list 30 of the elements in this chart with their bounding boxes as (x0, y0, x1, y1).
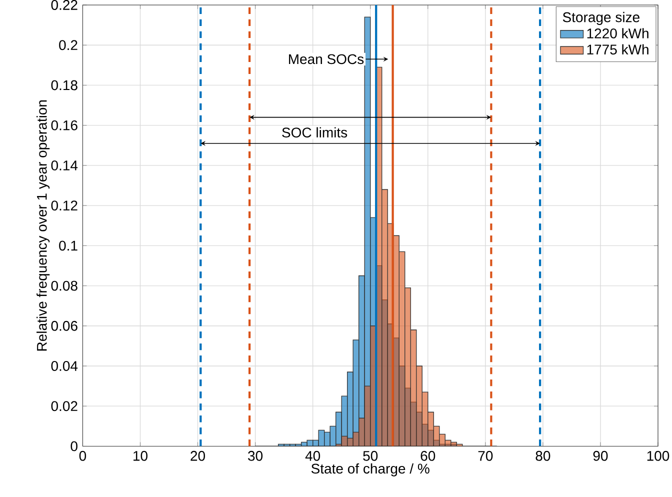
y-tick-label: 0.18 (51, 80, 78, 90)
x-axis-title: State of charge / % (311, 463, 430, 476)
y-tick-label: 0.06 (51, 320, 78, 331)
y-tick-label: 0.04 (51, 360, 78, 371)
x-tick-label: 60 (420, 450, 436, 461)
y-tick-label: 0.2 (59, 40, 78, 50)
x-tick-label: 90 (593, 450, 608, 461)
annotation: SOC limits (282, 127, 348, 138)
x-tick-label: 10 (134, 450, 148, 461)
x-tick-label: 30 (248, 450, 263, 461)
y-tick-label: 0.16 (51, 120, 78, 130)
legend-label: 1775 kWh (587, 44, 648, 54)
y-tick-label: 0.08 (51, 280, 78, 291)
y-tick-label: 0 (70, 441, 78, 452)
x-tick-label: 40 (305, 450, 320, 461)
y-tick-label: 0.1 (59, 240, 78, 251)
x-tick-label: 100 (647, 450, 670, 461)
y-axis-title: Relative frequency over 1 year operation (36, 100, 50, 350)
x-tick-label: 20 (190, 450, 206, 461)
y-tick-label: 0.22 (51, 0, 78, 10)
y-tick-label: 0.14 (51, 160, 78, 170)
annotation: Mean SOCs (289, 54, 364, 64)
legend-label: 1220 kWh (587, 28, 648, 38)
x-tick-label: 80 (536, 450, 550, 461)
legend-title: Storage size (562, 12, 640, 25)
y-tick-label: 0.12 (51, 200, 78, 210)
x-tick-label: 50 (363, 450, 378, 461)
x-tick-label: 70 (478, 450, 493, 461)
x-tick-label: 0 (79, 450, 86, 461)
y-tick-label: 0.02 (51, 401, 78, 411)
